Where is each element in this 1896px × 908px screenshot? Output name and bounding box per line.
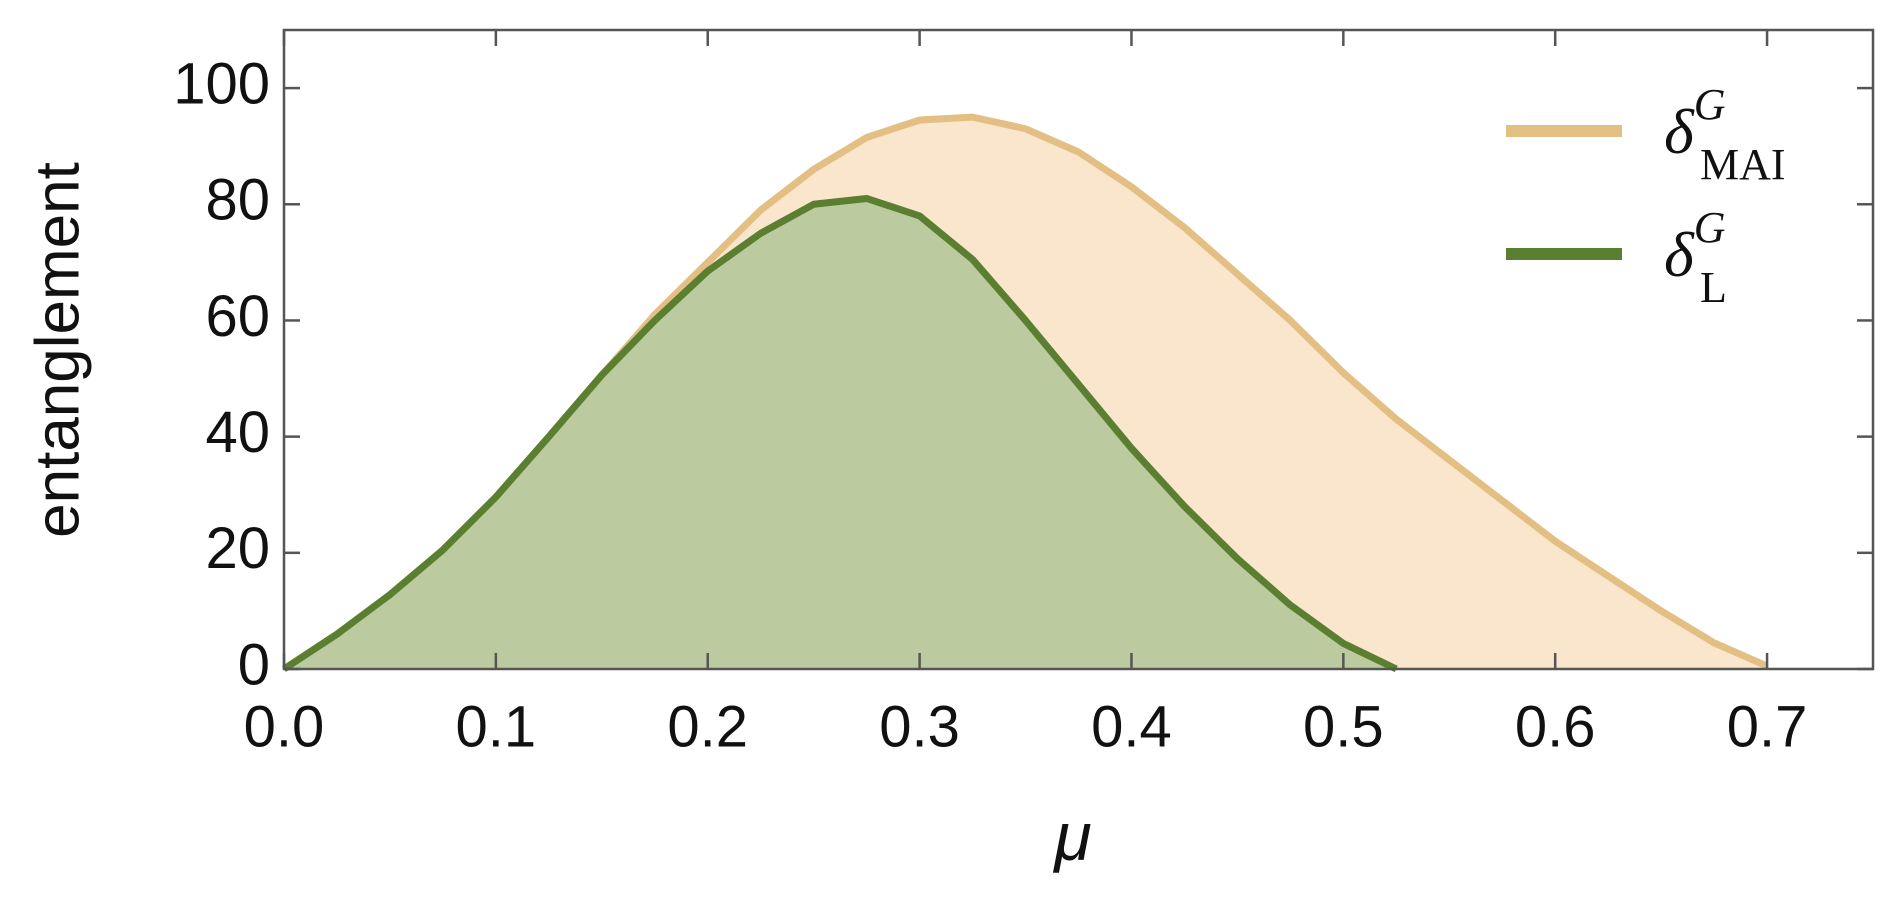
y-tick-label: 60 [205, 284, 270, 349]
plot-frame [282, 28, 1875, 671]
series-line [282, 194, 1398, 673]
x-tick-label: 0.5 [1303, 694, 1384, 759]
y-tick-label: 20 [205, 516, 270, 581]
x-tick-label: 0.2 [667, 694, 748, 759]
x-tick-label: 0.4 [1091, 694, 1172, 759]
x-tick-label: 0.1 [456, 694, 537, 759]
x-tick-label: 0.7 [1727, 694, 1808, 759]
y-tick-label: 100 [173, 51, 270, 116]
y-tick-label: 40 [205, 400, 270, 465]
x-axis-label: μ [1052, 799, 1091, 875]
area-fill [284, 198, 1397, 670]
x-tick-label: 0.6 [1515, 694, 1596, 759]
y-axis-label: entanglement [23, 162, 92, 538]
y-tick-label: 80 [205, 168, 270, 233]
legend-label: δG L [1664, 203, 1727, 312]
x-tick-label: 0.3 [879, 694, 960, 759]
legend-label: δG MAI [1664, 80, 1786, 189]
y-tick-label: 0 [238, 632, 270, 697]
x-tick-label: 0.0 [244, 694, 325, 759]
